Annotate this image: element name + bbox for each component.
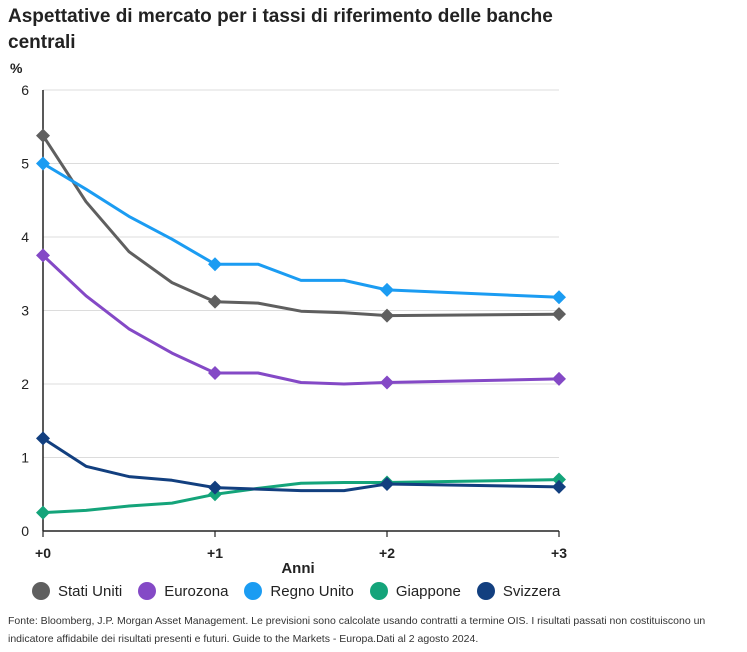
data-point-marker bbox=[36, 505, 50, 520]
grid-lines bbox=[43, 89, 559, 458]
y-tick-label: 4 bbox=[21, 229, 29, 245]
line-chart: % 0 1 2 3 4 5 6 +0 +1 +2 +3 Anni bbox=[10, 60, 567, 577]
legend-item-stati-uniti: Stati Uniti bbox=[32, 582, 122, 600]
legend-item-regno-unito: Regno Unito bbox=[244, 582, 354, 600]
chart-legend: Stati Uniti Eurozona Regno Unito Giappone Sv… bbox=[32, 582, 576, 600]
data-point-marker bbox=[380, 476, 394, 491]
legend-label: Svizzera bbox=[502, 582, 561, 600]
series-line bbox=[41, 134, 561, 318]
data-point-marker bbox=[380, 375, 394, 390]
series-regno-unito bbox=[36, 156, 566, 305]
y-tick-label: 6 bbox=[21, 82, 29, 98]
data-point-marker bbox=[36, 248, 50, 263]
series-line bbox=[41, 253, 561, 386]
series-line bbox=[41, 436, 561, 493]
legend-item-svizzera: Svizzera bbox=[476, 582, 561, 600]
legend-label: Eurozona bbox=[164, 582, 229, 600]
data-point-marker bbox=[552, 307, 566, 322]
legend-swatch bbox=[369, 582, 388, 600]
legend-swatch bbox=[476, 582, 495, 600]
series-line bbox=[41, 162, 561, 299]
legend-swatch bbox=[244, 582, 263, 600]
y-tick-labels: 0 1 2 3 4 5 6 bbox=[21, 82, 29, 539]
y-axis-unit-label: % bbox=[10, 60, 23, 76]
data-point-marker bbox=[36, 128, 50, 143]
legend-swatch bbox=[138, 582, 157, 600]
series-giappone bbox=[36, 472, 566, 520]
legend-label: Stati Uniti bbox=[58, 582, 123, 600]
x-axis-label: Anni bbox=[281, 560, 314, 577]
series-line bbox=[41, 478, 561, 515]
y-tick-label: 5 bbox=[21, 156, 29, 172]
data-point-marker bbox=[208, 480, 222, 495]
series-lines bbox=[36, 128, 566, 520]
legend-swatch bbox=[32, 582, 50, 600]
y-tick-label: 1 bbox=[21, 450, 29, 466]
data-point-marker bbox=[552, 479, 566, 494]
data-point-marker bbox=[380, 282, 394, 297]
x-tick-label: +0 bbox=[35, 545, 51, 561]
data-point-marker bbox=[552, 472, 566, 487]
data-point-marker bbox=[380, 308, 394, 323]
x-tick-label: +2 bbox=[379, 545, 395, 561]
legend-label: Regno Unito bbox=[270, 582, 354, 600]
series-stati-uniti bbox=[36, 128, 566, 323]
data-point-marker bbox=[552, 290, 566, 305]
legend-label: Giappone bbox=[395, 582, 461, 600]
x-tick-label: +1 bbox=[207, 545, 223, 561]
y-tick-label: 2 bbox=[21, 376, 29, 392]
data-point-marker bbox=[36, 431, 50, 446]
x-tick-label: +3 bbox=[551, 545, 567, 561]
series-eurozona bbox=[36, 248, 566, 390]
data-point-marker bbox=[208, 365, 222, 380]
y-tick-label: 0 bbox=[21, 523, 29, 539]
legend-item-giappone: Giappone bbox=[369, 582, 461, 600]
x-tick-labels: +0 +1 +2 +3 bbox=[35, 545, 567, 561]
chart-title: Aspettative di mercato per i tassi di ri… bbox=[8, 6, 553, 53]
source-note: Fonte: Bloomberg, J.P. Morgan Asset Mana… bbox=[8, 615, 706, 645]
data-point-marker bbox=[208, 294, 222, 309]
data-point-marker bbox=[36, 156, 50, 171]
data-point-marker bbox=[552, 371, 566, 386]
series-svizzera bbox=[36, 431, 566, 495]
y-tick-label: 3 bbox=[21, 303, 29, 319]
legend-item-eurozona: Eurozona bbox=[138, 582, 228, 600]
data-point-marker bbox=[208, 257, 222, 272]
